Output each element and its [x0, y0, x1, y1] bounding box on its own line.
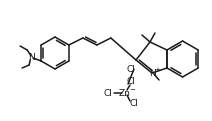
Text: +: + — [154, 67, 160, 73]
Text: N: N — [28, 53, 35, 63]
Text: Cl: Cl — [127, 65, 135, 75]
Text: N: N — [150, 68, 156, 77]
Text: Cl: Cl — [130, 98, 138, 107]
Text: Cl: Cl — [127, 77, 135, 87]
Text: Cl: Cl — [104, 88, 112, 98]
Text: Zn: Zn — [119, 88, 131, 98]
Text: −: − — [129, 87, 135, 93]
